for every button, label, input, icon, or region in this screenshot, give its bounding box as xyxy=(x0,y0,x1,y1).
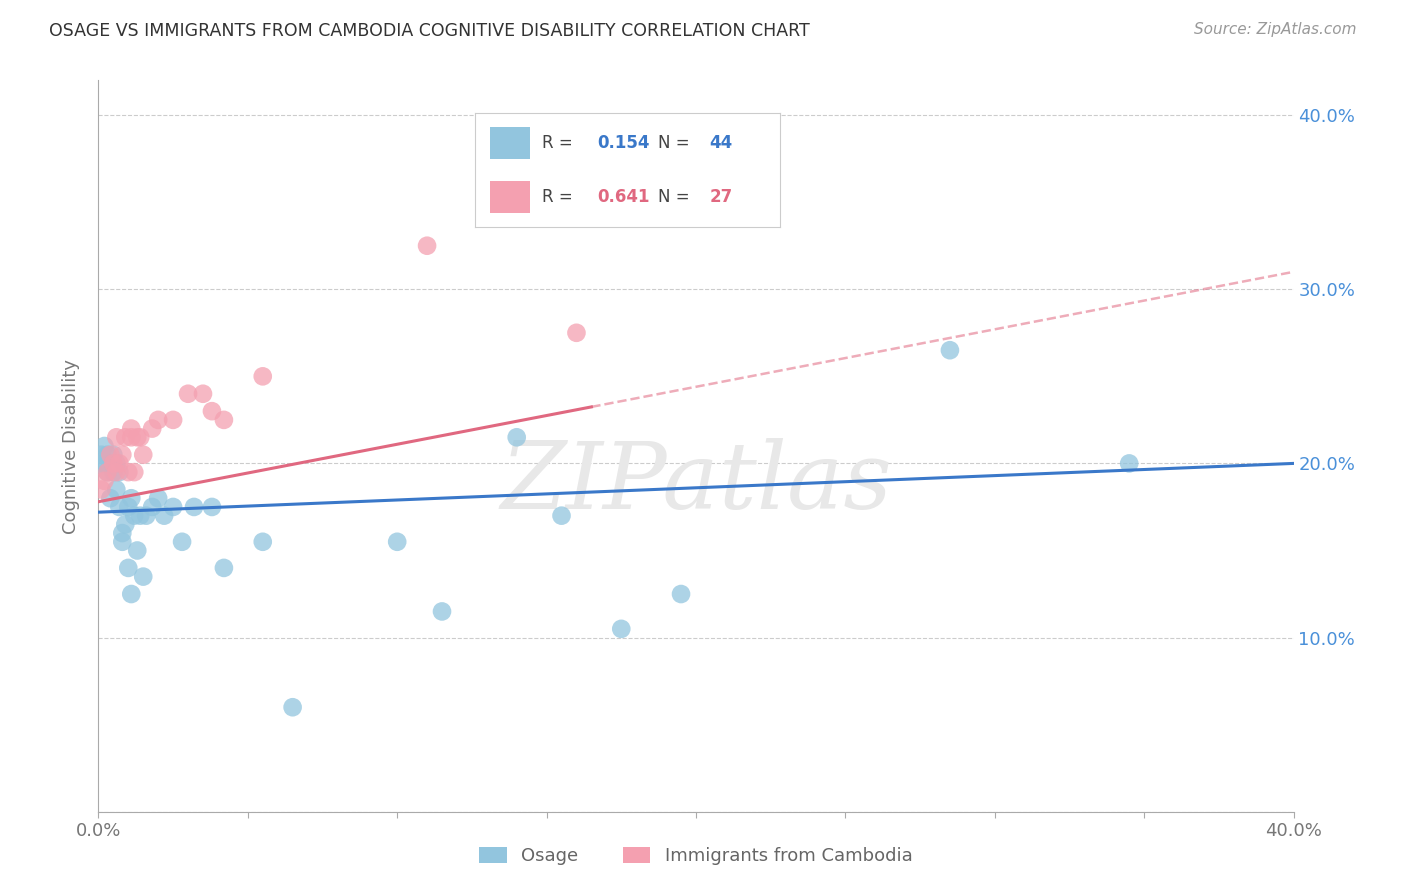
Point xyxy=(96,448,118,462)
Point xyxy=(416,238,439,252)
Point xyxy=(98,448,122,462)
Point xyxy=(93,439,115,453)
Point xyxy=(98,491,122,506)
Point xyxy=(177,386,200,401)
Point xyxy=(135,508,157,523)
Point xyxy=(124,508,146,523)
Point xyxy=(103,465,125,479)
Point xyxy=(191,386,214,401)
Point xyxy=(939,343,962,358)
Point xyxy=(90,483,112,497)
Point xyxy=(90,457,112,471)
Point xyxy=(120,421,142,435)
Point xyxy=(281,700,304,714)
Point xyxy=(111,534,134,549)
Point xyxy=(201,404,224,418)
Point xyxy=(129,508,152,523)
Point xyxy=(105,457,128,471)
Point xyxy=(111,448,134,462)
Point xyxy=(93,474,115,488)
Point xyxy=(108,500,131,514)
Point xyxy=(117,561,139,575)
Point xyxy=(114,430,136,444)
Point xyxy=(98,457,122,471)
Point xyxy=(105,430,128,444)
Point xyxy=(430,604,453,618)
Point xyxy=(183,500,205,514)
Point xyxy=(153,508,176,523)
Point xyxy=(111,526,134,541)
Point xyxy=(117,500,139,514)
Point xyxy=(141,500,163,514)
Point xyxy=(120,587,142,601)
Point xyxy=(105,465,128,479)
Y-axis label: Cognitive Disability: Cognitive Disability xyxy=(62,359,80,533)
Point xyxy=(103,448,125,462)
Point xyxy=(565,326,588,340)
Point xyxy=(550,508,572,523)
Point xyxy=(96,465,118,479)
Point xyxy=(1118,457,1140,471)
Point xyxy=(120,430,142,444)
Point xyxy=(162,500,184,514)
Point xyxy=(120,491,142,506)
Text: ZIPatlas: ZIPatlas xyxy=(501,438,891,527)
Point xyxy=(201,500,224,514)
Point xyxy=(124,465,146,479)
Point xyxy=(132,569,155,583)
Legend: Osage, Immigrants from Cambodia: Osage, Immigrants from Cambodia xyxy=(472,839,920,872)
Point xyxy=(103,457,125,471)
Point xyxy=(117,465,139,479)
Point xyxy=(148,413,170,427)
Point xyxy=(162,413,184,427)
Point xyxy=(669,587,692,601)
Point xyxy=(108,465,131,479)
Point xyxy=(252,534,274,549)
Point xyxy=(506,430,529,444)
Point xyxy=(93,457,115,471)
Point xyxy=(90,448,112,462)
Point xyxy=(127,543,149,558)
Point xyxy=(96,465,118,479)
Text: Source: ZipAtlas.com: Source: ZipAtlas.com xyxy=(1194,22,1357,37)
Point xyxy=(148,491,170,506)
Point xyxy=(141,421,163,435)
Point xyxy=(127,430,149,444)
Point xyxy=(172,534,194,549)
Point xyxy=(129,430,152,444)
Point xyxy=(132,448,155,462)
Point xyxy=(212,413,235,427)
Point xyxy=(252,369,274,384)
Point xyxy=(105,483,128,497)
Point xyxy=(114,517,136,532)
Text: OSAGE VS IMMIGRANTS FROM CAMBODIA COGNITIVE DISABILITY CORRELATION CHART: OSAGE VS IMMIGRANTS FROM CAMBODIA COGNIT… xyxy=(49,22,810,40)
Point xyxy=(385,534,409,549)
Point xyxy=(610,622,633,636)
Point xyxy=(108,457,131,471)
Point xyxy=(212,561,235,575)
